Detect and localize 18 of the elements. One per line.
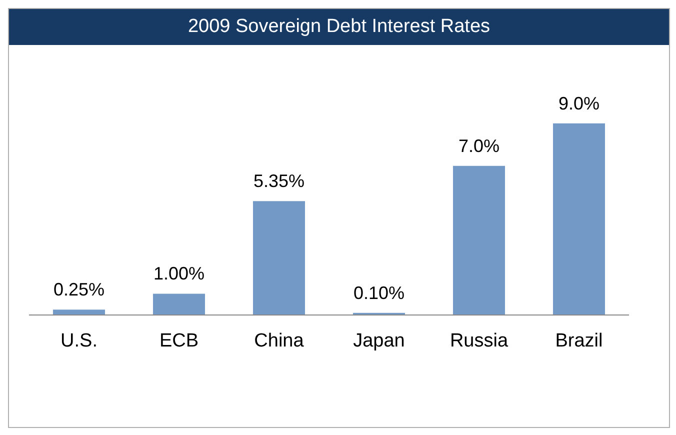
x-tick-label: Japan bbox=[353, 330, 405, 352]
chart-title: 2009 Sovereign Debt Interest Rates bbox=[9, 9, 669, 45]
x-tick-label: Brazil bbox=[555, 330, 603, 352]
bar bbox=[153, 294, 205, 315]
data-label: 0.25% bbox=[53, 280, 105, 300]
x-tick-label: U.S. bbox=[60, 330, 98, 352]
data-label: 9.0% bbox=[558, 93, 600, 114]
data-label: 7.0% bbox=[458, 136, 500, 156]
bar bbox=[453, 166, 505, 315]
data-label: 1.00% bbox=[153, 264, 205, 284]
data-label: 5.35% bbox=[253, 171, 305, 192]
x-tick-label: China bbox=[254, 330, 304, 352]
x-tick-label: Russia bbox=[450, 330, 508, 352]
data-label: 0.10% bbox=[353, 282, 405, 303]
bar bbox=[253, 201, 305, 315]
bar bbox=[553, 123, 605, 315]
bar bbox=[53, 310, 105, 315]
x-tick-label: ECB bbox=[159, 330, 199, 352]
